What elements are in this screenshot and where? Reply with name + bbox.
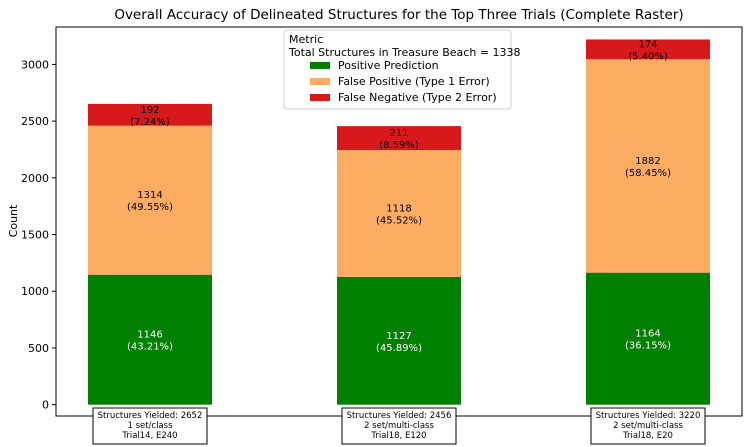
x-category-label-line1: Structures Yielded: 2652: [98, 411, 203, 421]
bar-percent-label: (36.15%): [625, 341, 671, 352]
y-axis: 0 500 1000 1500 2000 2500 3000: [21, 58, 56, 412]
bar-positive-1: [88, 274, 212, 405]
bar-false-positive-1: [88, 125, 212, 275]
bar-positive-3: [586, 272, 710, 405]
bar-percent-label: (45.52%): [376, 215, 422, 226]
bar-percent-label: (49.55%): [127, 202, 173, 213]
bar-value-label: 211: [389, 128, 408, 139]
bar-value-label: 1127: [386, 331, 411, 342]
bar-percent-label: (43.21%): [127, 342, 173, 353]
bar-value-label: 1314: [137, 190, 162, 201]
legend-label-positive: Positive Prediction: [338, 59, 439, 72]
y-axis-label: Count: [7, 204, 20, 237]
x-category-label-line3: Trial18, E20: [622, 431, 673, 441]
legend: Metric Total Structures in Treasure Beac…: [283, 29, 521, 110]
bar-false-negative-2: [337, 126, 461, 151]
x-category-label-line3: Trial18, E120: [370, 431, 426, 441]
y-tick-label: 0: [42, 399, 49, 412]
x-category-box: [341, 407, 457, 445]
bar-false-positive-2: [337, 150, 461, 277]
x-category-label-line2: 2 set/multi-class: [364, 421, 434, 431]
y-tick-label: 3000: [21, 58, 49, 71]
y-tick-label: 1000: [21, 285, 49, 298]
bar-value-label: 1146: [137, 330, 162, 341]
legend-label-false-positive: False Positive (Type 1 Error): [338, 75, 490, 88]
bar-percent-label: (7.24%): [130, 117, 170, 128]
legend-box: [283, 29, 512, 110]
x-category-label-line1: Structures Yielded: 3220: [596, 411, 701, 421]
bar-percent-label: (45.89%): [376, 343, 422, 354]
legend-title-line1: Metric: [289, 33, 323, 46]
legend-swatch-false-positive: [310, 78, 330, 85]
bar-value-label: 1882: [635, 156, 660, 167]
bar-value-label: 192: [140, 105, 159, 116]
bar-value-label: 1118: [386, 203, 411, 214]
legend-swatch-false-negative: [310, 94, 330, 101]
bar-false-positive-3: [586, 59, 710, 273]
x-category-label-line1: Structures Yielded: 2456: [347, 411, 452, 421]
legend-label-false-negative: False Negative (Type 2 Error): [338, 91, 497, 104]
y-tick-label: 2000: [21, 172, 49, 185]
y-tick-label: 500: [28, 342, 49, 355]
legend-swatch-positive: [310, 62, 330, 69]
y-tick-label: 1500: [21, 229, 49, 242]
bar-false-negative-1: [88, 103, 212, 126]
bar-percent-label: (8.59%): [379, 140, 419, 151]
bar-percent-label: (58.45%): [625, 168, 671, 179]
chart-title: Overall Accuracy of Delineated Structure…: [114, 7, 683, 23]
x-category-box: [92, 407, 208, 445]
bar-false-negative-3: [586, 39, 710, 60]
bars-group: 1146(43.21%)1314(49.55%)192(7.24%)1127(4…: [88, 39, 710, 405]
x-category-box: [590, 407, 706, 445]
x-category-label-line2: 2 set/multi-class: [613, 421, 683, 431]
bar-value-label: 174: [638, 39, 657, 50]
legend-title-line2: Total Structures in Treasure Beach = 133…: [288, 46, 521, 59]
x-category-label-line3: Trial14, E240: [121, 431, 177, 441]
x-category-label-line2: 1 set/class: [127, 421, 173, 431]
bar-positive-2: [337, 276, 461, 405]
y-tick-label: 2500: [21, 115, 49, 128]
bar-percent-label: (5.40%): [628, 51, 668, 62]
bar-value-label: 1164: [635, 329, 660, 340]
